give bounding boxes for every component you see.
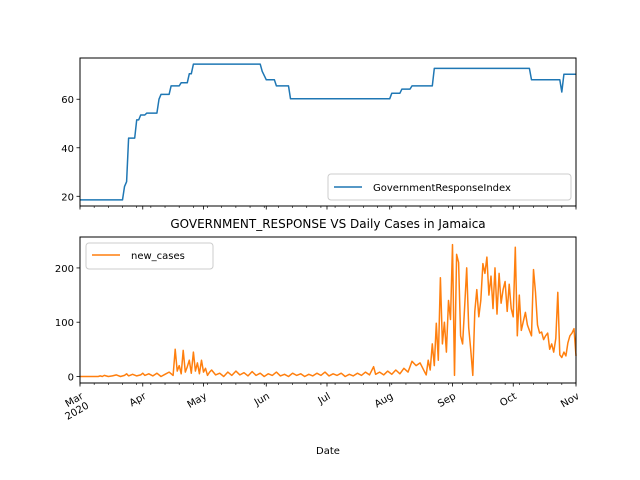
top-legend: GovernmentResponseIndex <box>327 173 572 201</box>
top-legend-box <box>327 173 572 201</box>
top-subplot: 20 40 60 GovernmentResponseIndex <box>61 57 577 210</box>
top-series-layer <box>80 63 576 201</box>
bottom-ytick-label: 200 <box>55 264 74 275</box>
top-legend-label: GovernmentResponseIndex <box>373 183 511 194</box>
x-axis-label: Date <box>316 446 340 457</box>
bottom-legend-label: new_cases <box>131 251 185 262</box>
bottom-y-axis-ticks: 0 100 200 <box>55 264 80 383</box>
bottom-axes-frame <box>79 236 577 384</box>
top-ytick-label: 20 <box>61 192 74 203</box>
top-ytick-label: 40 <box>61 144 74 155</box>
bottom-legend: new_cases <box>85 242 214 270</box>
series-line-GovernmentResponseIndex <box>80 63 576 201</box>
series-line-new_cases <box>80 243 577 378</box>
bottom-legend-box <box>85 242 214 270</box>
bottom-series-layer <box>80 243 577 378</box>
top-y-axis-ticks: 20 40 60 <box>61 95 80 203</box>
bottom-ytick-label: 100 <box>55 318 74 329</box>
chart-title: GOVERNMENT_RESPONSE VS Daily Cases in Ja… <box>170 217 485 231</box>
bottom-ytick-label: 0 <box>68 372 74 383</box>
top-ytick-label: 60 <box>61 95 74 106</box>
top-axes-frame <box>79 57 577 207</box>
